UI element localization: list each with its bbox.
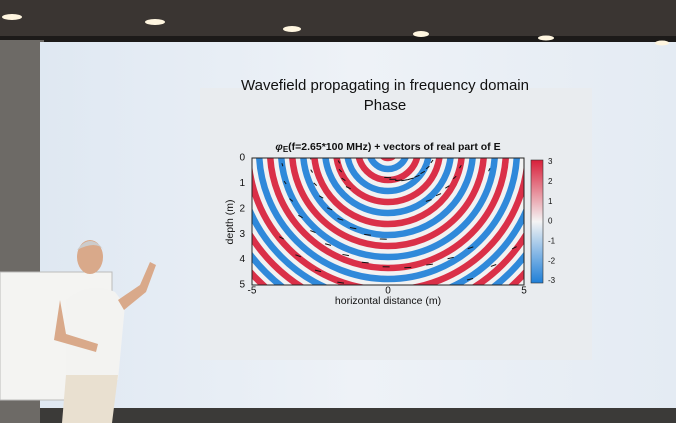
vector-arrow — [345, 186, 351, 190]
vector-arrow — [295, 254, 301, 258]
y-tick-label: 3 — [239, 229, 245, 240]
wave-ring — [333, 158, 443, 206]
vector-arrow — [281, 163, 284, 167]
vector-arrow — [337, 160, 341, 164]
vector-arrow — [426, 263, 433, 266]
vector-arrow — [511, 246, 517, 250]
vector-arrow — [425, 199, 432, 202]
y-tick-label: 5 — [239, 280, 245, 291]
ceiling-light — [655, 40, 669, 46]
vector-arrow — [326, 207, 333, 211]
wavefield — [252, 158, 524, 285]
vector-arrow — [318, 195, 324, 199]
shirt — [66, 287, 125, 380]
vector-arrow — [338, 168, 343, 173]
colorbar-tick-label: -1 — [548, 236, 556, 245]
wave-ring — [322, 158, 454, 217]
vector-arrow — [401, 179, 408, 182]
slide-subtitle: Phase — [364, 97, 407, 114]
vector-arrow — [395, 179, 403, 182]
vector-arrow — [466, 278, 474, 281]
vector-arrow — [425, 165, 430, 170]
vector-arrow — [430, 159, 434, 164]
vector-arrow — [414, 174, 420, 178]
plot-title: φE(f=2.65*100 MHz) + vectors of real par… — [275, 141, 500, 154]
colorbar-tick-label: 1 — [548, 197, 553, 206]
plot-title-subscript: E — [283, 145, 289, 154]
colorbar-tick-label: 3 — [548, 157, 553, 166]
vector-arrow — [337, 218, 344, 221]
plot-title-rest: (f=2.65*100 MHz) + vectors of real part … — [288, 141, 500, 153]
vector-arrow — [452, 175, 457, 180]
wave-ring — [256, 158, 520, 283]
colorbar — [530, 159, 544, 284]
vector-arrow — [313, 182, 317, 187]
vector-arrow — [435, 193, 442, 197]
vector-arrow — [407, 177, 414, 181]
colorbar-tick-label: 0 — [548, 217, 553, 226]
vector-arrow — [361, 261, 369, 264]
x-axis-label: horizontal distance (m) — [335, 295, 441, 307]
x-tick-label: 0 — [385, 286, 391, 297]
wave-ring — [300, 158, 476, 239]
wave-ring — [267, 158, 509, 272]
x-tick-label: -5 — [248, 286, 257, 297]
vector-arrow — [325, 243, 332, 246]
vector-arrow — [459, 165, 462, 169]
floor — [40, 408, 676, 423]
vector-arrow — [314, 269, 322, 273]
vector-arrow — [310, 169, 313, 173]
shorts — [62, 375, 118, 423]
colorbar-tick-label: -3 — [548, 276, 556, 285]
vector-arrow — [298, 214, 303, 219]
vector-arrow — [467, 246, 474, 250]
y-tick-label: 1 — [239, 178, 245, 189]
wave-ring — [289, 158, 487, 250]
wave-ring — [344, 158, 432, 195]
ceiling-light — [283, 26, 301, 32]
wave-ring — [355, 158, 421, 184]
screen-frame — [0, 36, 676, 46]
arm — [118, 262, 156, 310]
y-tick-label: 4 — [239, 254, 245, 265]
presenter — [0, 240, 156, 423]
colorbar-tick-label: -2 — [548, 256, 556, 265]
ceiling-light — [145, 19, 165, 25]
ceiling-light — [413, 31, 429, 37]
vector-arrow — [420, 170, 426, 175]
vector-arrow — [364, 233, 372, 236]
vector-arrow — [278, 236, 284, 240]
vector-arrow — [337, 281, 345, 284]
wave-ring — [278, 158, 498, 261]
colorbar-tick-label: 2 — [548, 177, 553, 186]
vector-arrow — [283, 180, 287, 185]
wave-ring — [367, 158, 409, 173]
vector-arrow — [488, 168, 491, 172]
wave-ring — [311, 158, 465, 228]
plot-frame — [251, 157, 525, 286]
y-axis-label: depth (m) — [224, 200, 236, 245]
vector-arrow — [445, 185, 450, 189]
x-tick-label: 5 — [521, 286, 527, 297]
y-tick-label: 0 — [239, 153, 245, 164]
vector-arrow — [342, 253, 350, 257]
vector-arrow — [341, 177, 346, 182]
slide-title: Wavefield propagating in frequency domai… — [241, 77, 529, 94]
hair — [77, 241, 104, 250]
arm — [54, 300, 98, 352]
vector-arrow — [310, 158, 312, 160]
ceiling-light — [2, 14, 22, 20]
head — [77, 240, 103, 274]
ceiling-light — [538, 35, 554, 41]
vector-arrow — [490, 264, 497, 267]
y-tick-label: 2 — [239, 203, 245, 214]
vector-arrow — [289, 198, 294, 202]
plot-title-symbol: φ — [275, 141, 283, 153]
vector-arrow — [310, 230, 316, 234]
vector-arrow — [447, 256, 454, 260]
vector-arrow — [349, 226, 357, 230]
